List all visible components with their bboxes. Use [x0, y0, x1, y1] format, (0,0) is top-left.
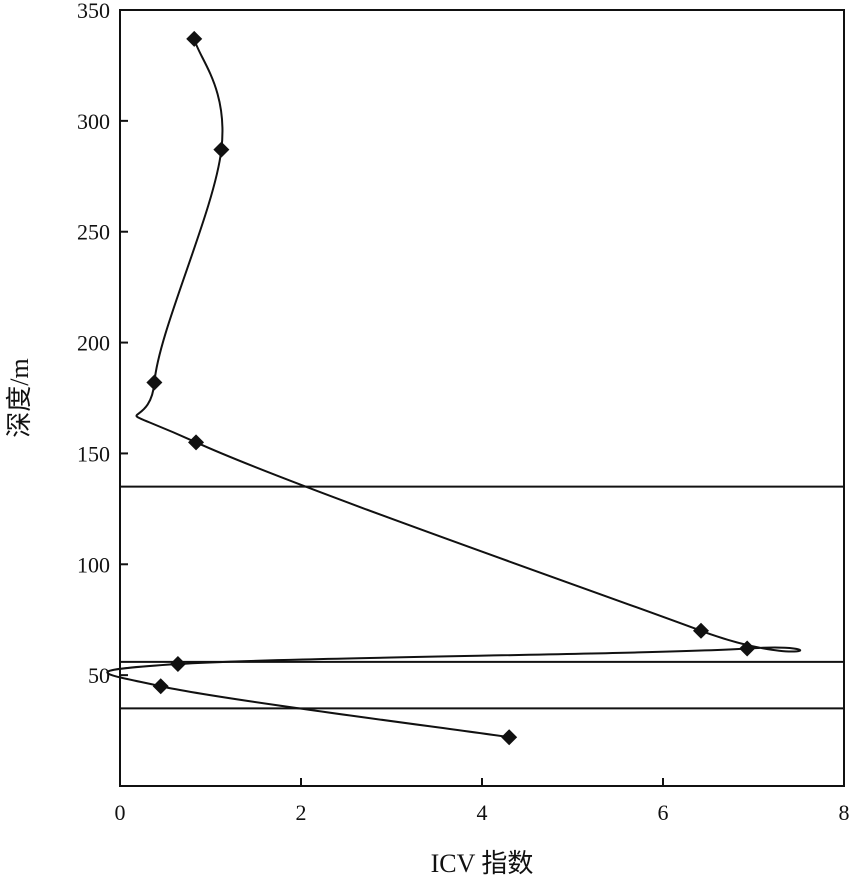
y-tick-label: 100: [77, 552, 110, 577]
y-tick-label: 150: [77, 441, 110, 466]
data-point-marker: [213, 141, 230, 158]
y-tick-label: 200: [77, 331, 110, 356]
x-tick-label: 2: [296, 800, 307, 825]
x-tick-label: 8: [839, 800, 850, 825]
reference-lines: [120, 485, 844, 710]
y-axis-ticks: 50 100 150 200 250 300 350: [77, 0, 128, 688]
data-point-marker: [188, 434, 205, 451]
data-point-marker: [146, 374, 163, 391]
x-tick-label: 0: [115, 800, 126, 825]
data-point-marker: [186, 30, 203, 47]
data-point-marker: [169, 656, 186, 673]
y-tick-label: 300: [77, 109, 110, 134]
data-point-marker: [693, 622, 710, 639]
data-point-marker: [739, 640, 756, 657]
y-tick-label: 50: [88, 663, 110, 688]
y-tick-label: 250: [77, 220, 110, 245]
y-tick-label: 350: [77, 0, 110, 23]
plot-frame: [119, 9, 845, 787]
x-axis-title: ICV 指数: [431, 849, 534, 878]
data-point-marker: [152, 678, 169, 695]
series-line: [106, 38, 802, 739]
y-axis-title: 深度/m: [5, 358, 34, 437]
x-tick-label: 4: [477, 800, 488, 825]
data-markers: [146, 30, 756, 746]
data-point-marker: [501, 729, 518, 746]
x-tick-label: 6: [658, 800, 669, 825]
